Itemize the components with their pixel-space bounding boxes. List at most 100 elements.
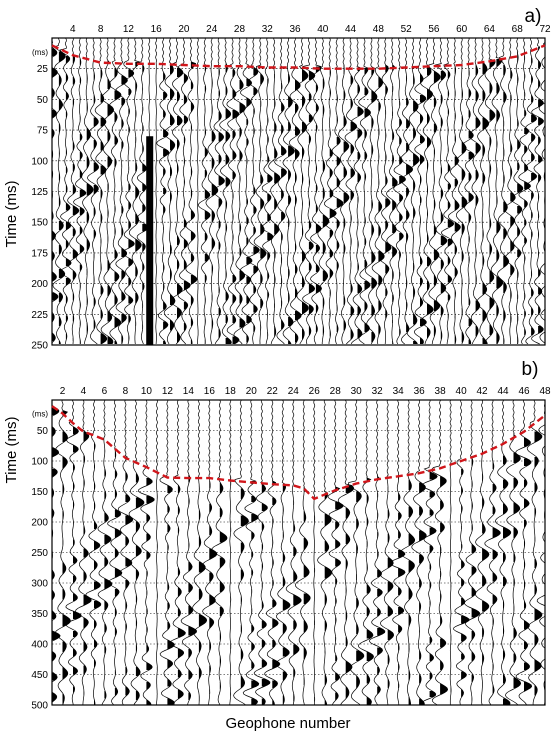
panel-a-x-tick-label: 24 xyxy=(206,24,218,35)
panel-b-y-unit-label: (ms) xyxy=(32,410,48,419)
panel-b-trace-fill xyxy=(377,475,385,694)
panel-a-trace-fill xyxy=(302,69,309,340)
panel-a-trace xyxy=(136,38,149,345)
panel-b-x-tick-label: 18 xyxy=(225,386,237,397)
panel-a-trace-fill xyxy=(433,71,441,337)
panel-a-first-break-line xyxy=(51,44,546,70)
panel-b-trace xyxy=(229,400,232,705)
panel-b-trace xyxy=(420,400,438,705)
panel-a-trace-fill xyxy=(239,80,246,328)
panel-b-trace xyxy=(253,400,271,705)
panel-a-trace-fill xyxy=(72,53,79,341)
panel-a-trace-fill xyxy=(461,63,467,343)
panel-b-trace xyxy=(327,400,344,705)
panel-a-trace-fill xyxy=(427,66,434,338)
panel-a-trace-fill xyxy=(190,62,197,344)
panel-a-trace xyxy=(393,38,406,345)
panel-b-trace xyxy=(369,400,386,705)
panel-a-x-tick-label: 56 xyxy=(428,24,440,35)
panel-b-trace xyxy=(380,400,394,705)
panel-b-trace xyxy=(337,400,355,705)
panel-b-y-tick-label: 500 xyxy=(31,701,48,712)
panel-b-trace xyxy=(138,400,155,705)
panel-a-trace xyxy=(196,38,199,344)
panel-a-trace-fill xyxy=(545,47,551,331)
panel-a-trace xyxy=(115,38,128,345)
panel-b-y-tick-label: 400 xyxy=(31,640,48,651)
panel-a-trace xyxy=(331,38,344,345)
panel-b-trace xyxy=(389,400,406,705)
panel-b-y-tick-label: 200 xyxy=(31,518,48,529)
panel-b-trace xyxy=(97,400,113,705)
panel-b-x-tick-label: 22 xyxy=(267,386,279,397)
panel-a-y-tick-label: 50 xyxy=(37,95,49,106)
panel-b-y-tick-label: 450 xyxy=(31,670,48,681)
panel-a-trace xyxy=(490,38,504,345)
panel-b-traces xyxy=(52,400,545,705)
panel-a-trace xyxy=(317,38,330,344)
panel-b-y-tick-label: 150 xyxy=(31,487,48,498)
panel-a-y-tick-label: 175 xyxy=(31,248,48,259)
panel-a-trace-fill xyxy=(295,80,302,343)
panel-b-x-tick-label: 10 xyxy=(141,386,153,397)
panel-a-trace-fill xyxy=(454,66,461,344)
panel-b-trace xyxy=(475,400,490,705)
panel-a-trace xyxy=(364,38,378,345)
panel-a-trace xyxy=(428,38,441,345)
panel-a-trace-fill xyxy=(364,68,371,332)
panel-b-trace-fill xyxy=(293,500,302,702)
panel-b-trace-fill xyxy=(114,451,122,696)
panel-a-trace xyxy=(226,38,240,345)
panel-a-trace-fill xyxy=(65,56,72,340)
panel-b-trace-fill xyxy=(135,473,144,700)
panel-a-trace-fill xyxy=(177,68,183,343)
panel-b-x-tick-label: 2 xyxy=(60,386,66,397)
panel-b-trace-fill xyxy=(503,455,511,705)
panel-b-trace-fill xyxy=(125,457,133,696)
panel-a-y-tick-label: 150 xyxy=(31,218,48,229)
panel-b-x-tick-label: 42 xyxy=(477,386,489,397)
panel-a-trace xyxy=(525,38,538,345)
panel-a-trace xyxy=(350,38,364,345)
panel-a-trace xyxy=(288,38,302,345)
panel-a-trace-fill xyxy=(538,47,544,334)
panel-b-trace-fill xyxy=(167,485,175,705)
panel-b-trace-fill xyxy=(104,449,112,699)
panel-b-trace xyxy=(155,400,158,705)
panel-b-trace xyxy=(275,400,291,705)
panel-a-trace xyxy=(282,38,295,345)
panel-a-trace xyxy=(246,38,260,345)
panel-b-x-tick-label: 8 xyxy=(123,386,129,397)
panel-a-y-tick-label: 250 xyxy=(31,341,48,352)
panel-a-trace-fill xyxy=(378,77,385,335)
panel-a-y-tick-label: 200 xyxy=(31,279,48,290)
panel-b-y-tick-label: 100 xyxy=(31,457,48,468)
panel-a-trace-fill xyxy=(343,65,349,331)
panel-a-trace-fill xyxy=(253,68,260,332)
panel-b-trace xyxy=(317,400,333,705)
panel-a-trace-fill xyxy=(260,74,266,331)
panel-b-x-tick-label: 32 xyxy=(372,386,384,397)
panel-b-x-tick-label: 48 xyxy=(539,386,551,397)
panel-a-trace-fill xyxy=(170,63,175,331)
panel-b-y-tick-label: 300 xyxy=(31,579,48,590)
panel-b-trace xyxy=(192,400,208,705)
panel-a-y-tick-label: 225 xyxy=(31,310,48,321)
panel-a-trace-fill xyxy=(225,63,232,344)
panel-a-trace-fill xyxy=(58,51,66,344)
panel-a-trace xyxy=(482,38,496,344)
panel-b-trace-fill xyxy=(345,485,354,699)
panel-b-y-tick-label: 350 xyxy=(31,609,48,620)
panel-b-x-tick-label: 12 xyxy=(162,386,174,397)
panel-b-trace xyxy=(399,400,416,705)
panel-a-trace-fill xyxy=(385,65,392,319)
panel-b-trace-fill xyxy=(62,410,71,705)
panel-b-trace xyxy=(515,400,533,705)
panel-a-y-tick-label: 75 xyxy=(37,126,49,137)
panel-a-trace-fill xyxy=(468,69,474,344)
panel-a-x-tick-label: 12 xyxy=(123,24,135,35)
panel-a-trace xyxy=(296,38,309,345)
panel-a-x-tick-label: 64 xyxy=(484,24,496,35)
panel-a-trace xyxy=(413,38,427,345)
